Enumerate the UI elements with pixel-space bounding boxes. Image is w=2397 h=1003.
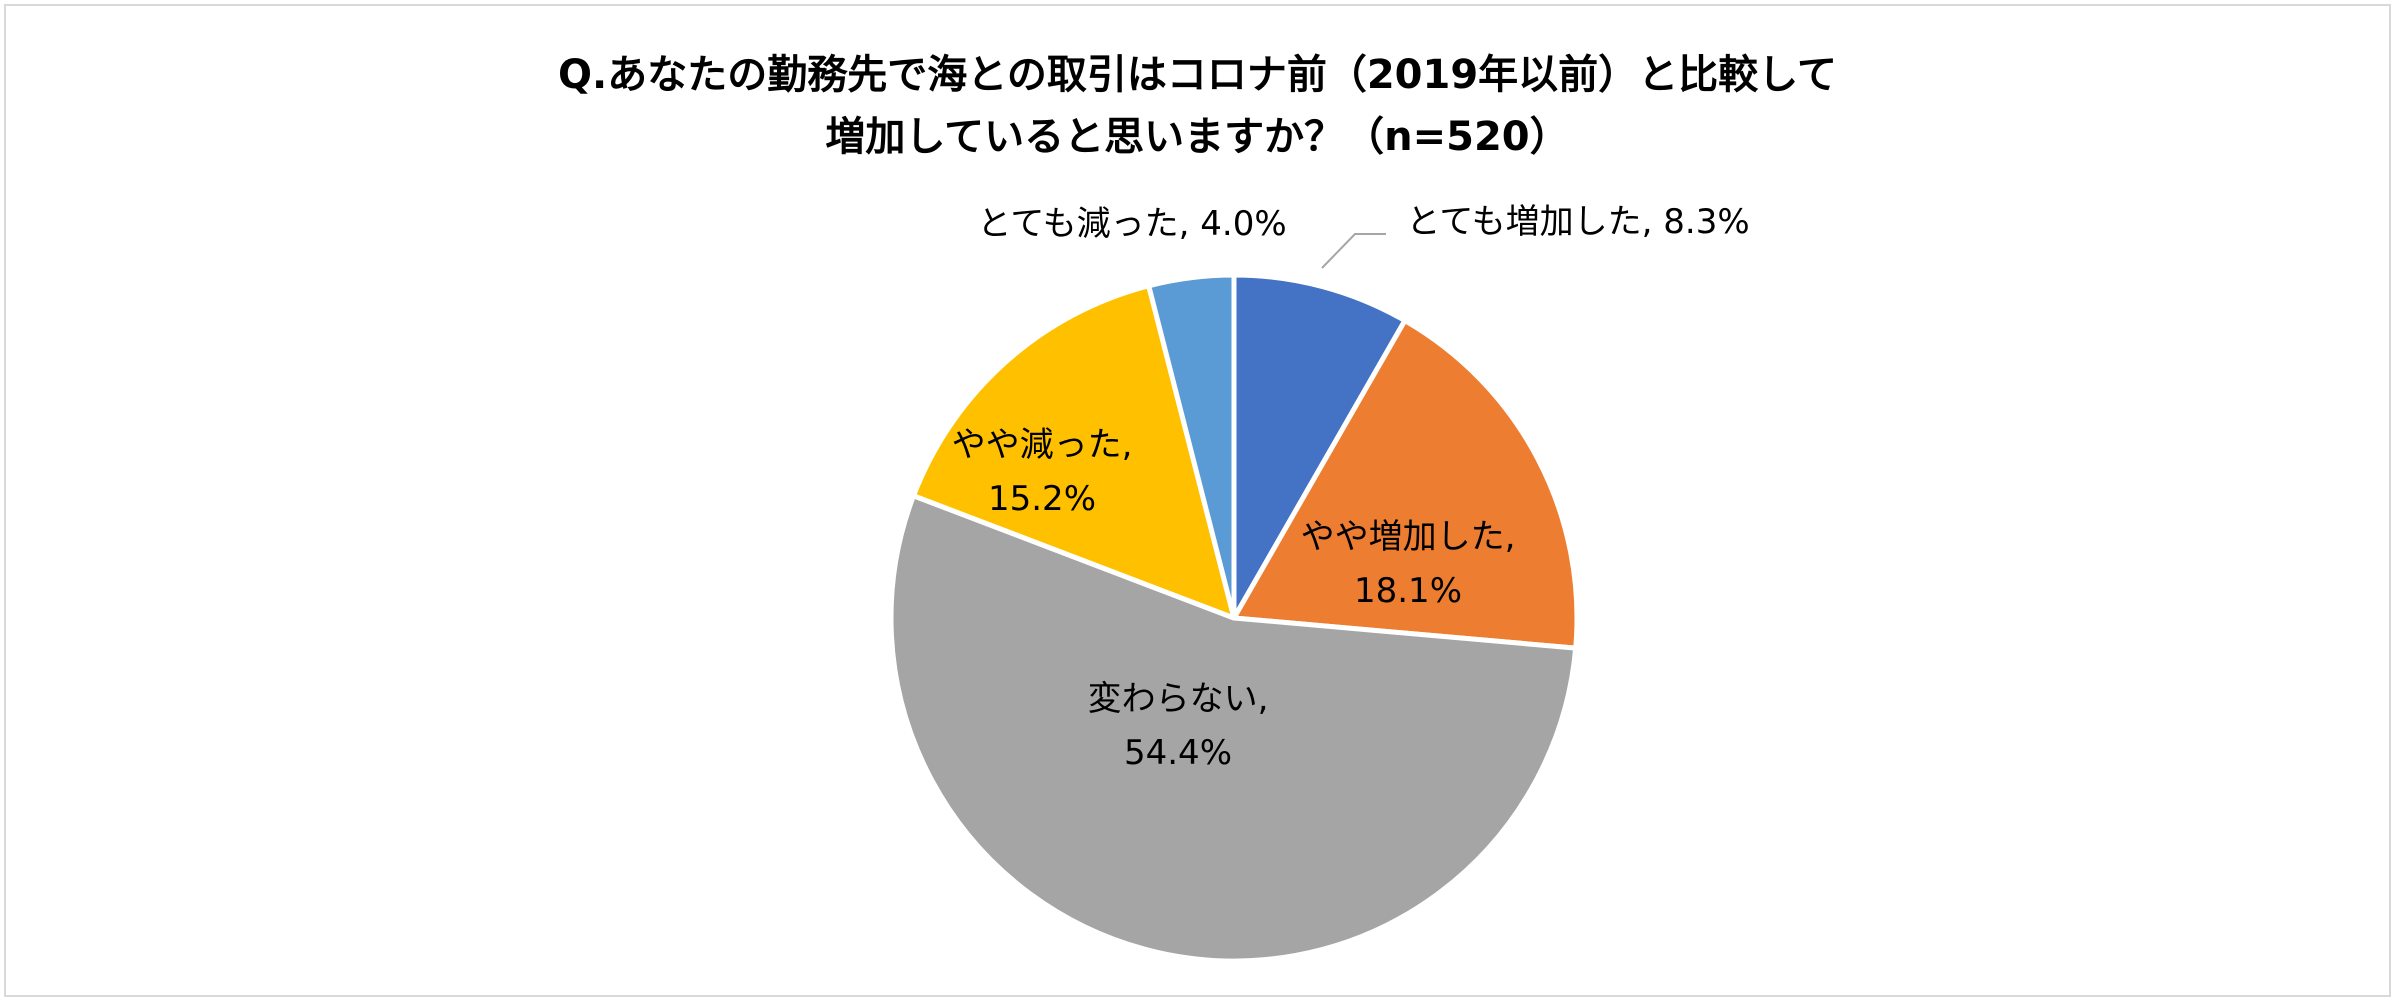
slice-data-label: やや増加した, 18.1%	[1301, 517, 1516, 611]
leader-line	[1321, 233, 1386, 269]
pie-slice	[888, 493, 1579, 964]
pie-slice	[1146, 272, 1237, 621]
chart-title-line-1: Q.あなたの勤務先で海との取引はコロナ前（2019年以前）と比較して	[558, 52, 1837, 98]
pie-slices	[888, 272, 1580, 964]
slice-data-label: 変わらない, 54.4%	[1088, 679, 1269, 773]
slice-data-label: とても減った, 4.0%	[977, 204, 1286, 244]
pie-slice	[911, 283, 1237, 621]
chart-title-line-2: 増加していると思いますか？（n=520）	[825, 114, 1570, 160]
leader-lines	[1321, 233, 1386, 269]
slice-labels: とても増加した, 8.3% やや増加した, 18.1% 変わらない, 54.4% やや減っ…	[952, 202, 1750, 773]
chart-title: Q.あなたの勤務先で海との取引はコロナ前（2019年以前）と比較して 増加してい…	[6, 44, 2389, 168]
pie-slice	[1231, 272, 1408, 621]
slice-data-label: やや減った, 15.2%	[952, 425, 1133, 519]
slice-data-label: とても増加した, 8.3%	[1406, 202, 1749, 242]
pie-slice	[1231, 318, 1580, 651]
